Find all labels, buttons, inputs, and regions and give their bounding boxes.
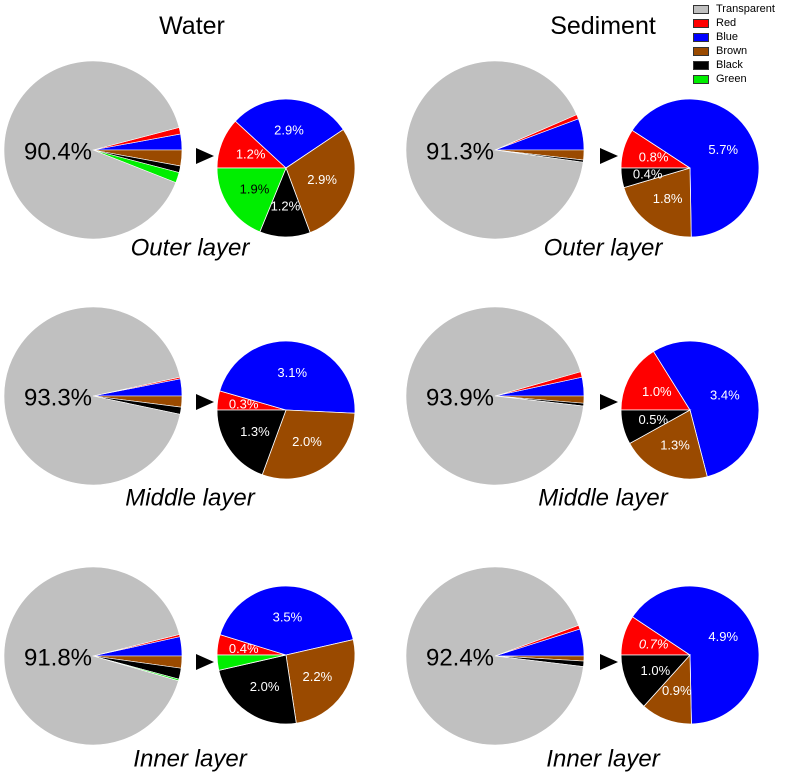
legend: Transparent Red Blue Brown Black Green [693,2,775,86]
legend-label: Transparent [716,3,775,15]
transparent-percent-label: 91.8% [24,645,92,672]
big-pie-slice-transparent [3,566,180,746]
legend-item-blue: Blue [693,30,775,44]
big-pie-slice-transparent [405,306,584,486]
legend-item-brown: Brown [693,44,775,58]
small-pie-slice-red [620,350,691,411]
transparent-percent-label: 93.3% [24,385,92,412]
legend-swatch-green [693,74,709,84]
small-pie-label-blue: 2.9% [274,123,304,138]
big-pie-slice-transparent [405,60,584,240]
small-pie-label-blue: 3.1% [277,365,307,380]
layer-caption: Middle layer [538,485,668,512]
small-pie-label-brown: 2.9% [307,172,337,187]
water-column-title: Water [159,12,225,40]
legend-swatch-brown [693,46,709,56]
small-pie-label-black: 1.3% [240,424,270,439]
small-pie-slice-brown [261,409,356,480]
small-pie-slice-blue [631,98,760,238]
legend-label: Blue [716,31,739,43]
small-pie-label-brown: 1.8% [653,191,683,206]
small-pie-slice-green [216,654,287,671]
small-pie-label-blue: 5.7% [708,142,738,157]
small-pie-slice-blue [219,585,354,656]
small-pie-slice-black [216,409,287,476]
transparent-percent-label: 90.4% [24,139,92,166]
small-pie-label-red: 0.7% [639,637,669,652]
legend-label: Black [716,59,743,71]
layer-caption: Middle layer [125,485,255,512]
layer-caption: Outer layer [544,235,664,262]
small-pie-label-blue: 4.9% [708,629,738,644]
small-pie-slice-brown [285,639,356,724]
transparent-percent-label: 93.9% [426,385,494,412]
small-pie-label-black: 2.0% [250,679,280,694]
small-pie-slice-black [620,654,691,707]
small-pie-slice-blue [219,340,356,414]
small-pie-slice-black [620,409,692,445]
legend-swatch-red [693,18,709,28]
small-pie-slice-black [620,167,691,189]
big-pie-slice-transparent [3,306,181,486]
small-pie-label-blue: 3.4% [710,388,740,403]
small-pie-label-red: 0.4% [229,641,259,656]
small-pie-slice-blue [234,98,344,169]
small-pie-slice-brown [629,409,708,480]
small-pie-slice-blue [652,340,760,478]
small-pie-label-black: 0.5% [638,412,668,427]
layer-caption: Inner layer [133,746,247,773]
small-pie-label-brown: 1.3% [660,437,690,452]
legend-swatch-blue [693,32,709,42]
legend-item-red: Red [693,16,775,30]
small-pie-label-brown: 0.9% [662,683,692,698]
sediment-column-title: Sediment [550,12,656,40]
small-pie-label-red: 1.2% [236,147,266,162]
big-pie-slice-transparent [405,566,584,746]
small-pie-label-black: 1.0% [641,663,671,678]
transparent-percent-label: 92.4% [426,645,494,672]
small-pie-slice-black [218,654,297,725]
layer-caption: Outer layer [131,235,251,262]
layer-caption: Inner layer [546,746,660,773]
small-pie-label-green: 1.9% [240,182,270,197]
legend-label: Green [716,73,747,85]
small-pie-label-red: 0.8% [639,150,669,165]
small-pie-slice-brown [623,167,692,238]
small-pie-label-black: 0.4% [633,167,663,182]
small-pie-slice-blue [631,585,760,725]
small-pie-label-brown: 2.2% [303,669,333,684]
legend-swatch-transparent [693,4,709,14]
legend-swatch-black [693,60,709,70]
transparent-percent-label: 91.3% [426,139,494,166]
small-pie-label-blue: 3.5% [273,610,303,625]
legend-item-green: Green [693,72,775,86]
legend-label: Brown [716,45,748,57]
small-pie-label-red: 1.0% [642,384,672,399]
small-pie-label-brown: 2.0% [292,434,322,449]
small-pie-slice-brown [285,128,356,234]
legend-item-transparent: Transparent [693,2,775,16]
legend-item-black: Black [693,58,775,72]
legend-label: Red [716,17,737,29]
big-pie-slice-transparent [3,60,180,240]
small-pie-label-black: 1.2% [271,198,301,213]
small-pie-slice-green [216,167,287,233]
